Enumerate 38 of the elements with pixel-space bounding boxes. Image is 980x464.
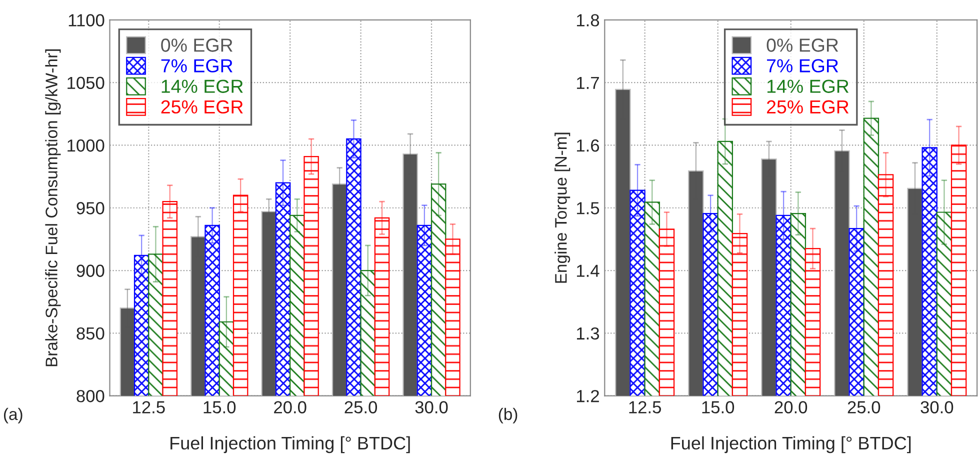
x-tick-label: 25.0 [848,401,880,414]
x-tick-label: 30.0 [415,401,448,414]
x-tick-label: 30.0 [920,401,954,414]
y-axis-title: Brake-Specific Fuel Consumption [g/kW-hr] [45,49,61,366]
y-tick-label: 800 [76,390,104,402]
x-tick-label: 20.0 [774,401,808,414]
y-tick-label: 1.2 [576,390,599,402]
y-axis-title: Engine Torque [N-m] [554,132,570,283]
x-tick-label: 15.0 [204,401,236,414]
y-tick-label: 1.6 [576,139,600,152]
y-tick-label: 950 [76,202,104,214]
x-tick-label: 15.0 [702,401,734,414]
y-tick-label: 900 [76,264,104,277]
y-tick-label: 1100 [68,14,104,26]
legend-label: 25% EGR [161,100,243,114]
x-tick-label: 12.5 [133,401,165,414]
y-tick-label: 1.8 [576,14,600,26]
x-axis-title: Fuel Injection Timing [° BTDC] [170,436,410,454]
legend-label: 14% EGR [767,80,849,93]
legend-label: 25% EGR [766,100,849,114]
y-tick-label: 1000 [68,139,104,152]
y-tick-label: 1.3 [576,327,600,340]
legend-label: 0% EGR [766,38,838,52]
text: (b) [498,408,518,424]
y-tick-label: 850 [76,327,104,340]
x-axis-title: Fuel Injection Timing [° BTDC] [671,436,911,454]
legend-label: 0% EGR [161,38,232,52]
x-tick-label: 25.0 [344,401,378,414]
legend-label: 7% EGR [767,59,838,72]
x-tick-label: 12.5 [629,401,661,414]
text: (a) [4,408,22,424]
y-tick-label: 1050 [68,76,104,90]
y-tick-label: 1.5 [576,202,600,214]
y-tick-label: 1.7 [576,76,599,89]
legend-label: 7% EGR [161,59,232,72]
x-tick-label: 20.0 [274,401,306,414]
y-tick-label: 1.4 [576,264,600,277]
legend-label: 14% EGR [162,80,243,93]
